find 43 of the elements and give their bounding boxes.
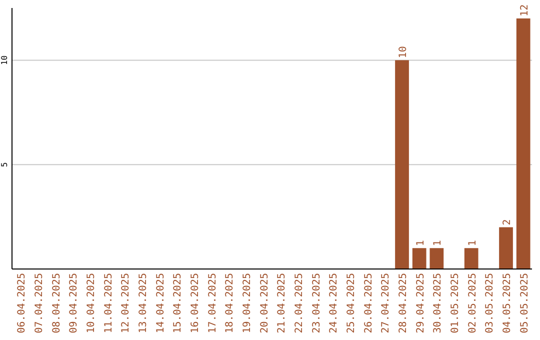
bar [395,60,409,269]
x-tick-label: 25.04.2025 [346,273,357,334]
x-tick-label: 01.05.2025 [450,273,461,334]
x-tick-label: 03.05.2025 [484,273,496,334]
x-tick-label: 22.04.2025 [294,273,305,334]
x-tick-label: 24.04.2025 [328,273,340,334]
x-tick-label: 09.04.2025 [68,273,80,334]
x-tick-label: 07.04.2025 [34,273,45,334]
x-tick-label: 16.04.2025 [190,273,201,334]
x-tick-label: 29.04.2025 [415,273,426,334]
bar [430,248,444,269]
x-tick-label: 12.04.2025 [120,273,132,334]
x-tick-label: 27.04.2025 [380,273,392,334]
x-tick-label: 26.04.2025 [363,273,374,334]
bar [412,248,426,269]
data-label: 1 [432,240,444,246]
x-tick-label: 21.04.2025 [276,273,288,334]
data-label: 10 [398,46,409,58]
bar [516,18,530,269]
data-label: 2 [502,219,513,226]
x-tick-label: 17.04.2025 [207,273,218,334]
x-tick-label: 14.04.2025 [155,273,166,334]
x-tick-label: 15.04.2025 [172,273,184,334]
bar [499,227,513,269]
x-tick-label: 20.04.2025 [259,273,270,334]
data-label: 12 [519,4,530,16]
x-tick-label: 18.04.2025 [224,273,236,334]
x-tick-label: 30.04.2025 [432,273,444,334]
x-tick-label: 05.05.2025 [519,273,530,334]
x-tick-label: 02.05.2025 [467,273,478,334]
x-tick-label: 13.04.2025 [138,273,149,334]
x-tick-label: 10.04.2025 [86,273,97,334]
x-tick-label: 11.04.2025 [103,273,114,334]
x-tick-label: 06.04.2025 [16,273,28,334]
x-tick-label: 23.04.2025 [311,273,322,334]
data-label: 1 [467,240,478,246]
y-tick-label: 5 [0,162,9,168]
data-label: 1 [415,240,426,246]
bar [464,248,478,269]
x-tick-label: 19.04.2025 [242,273,253,334]
x-tick-label: 08.04.2025 [51,273,62,334]
x-tick-label: 04.05.2025 [502,273,513,334]
x-tick-label: 28.04.2025 [398,273,409,334]
